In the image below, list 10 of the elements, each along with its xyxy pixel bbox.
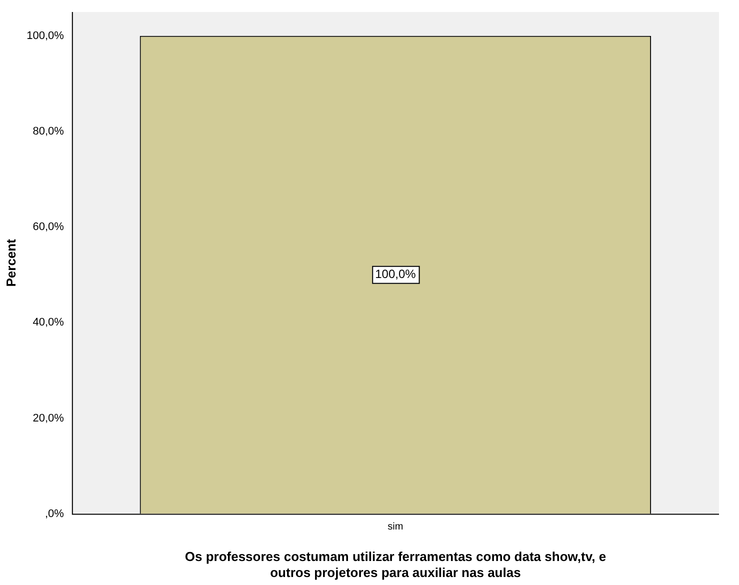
y-axis-title: Percent	[3, 238, 18, 287]
y-tick-label: 20,0%	[32, 412, 64, 424]
data-label: 100,0%	[375, 267, 416, 282]
x-tick-label: sim	[388, 522, 404, 533]
y-tick-label: 40,0%	[32, 316, 64, 329]
x-axis-title: Os professores costumam utilizar ferramentas como data show,tv, e outros projetores para auxiliar nas aulas	[184, 549, 606, 580]
y-tick-label: 80,0%	[32, 126, 64, 138]
y-tick-label: 100,0%	[26, 30, 64, 42]
y-tick-label: 60,0%	[32, 221, 64, 234]
y-tick-label: ,0%	[44, 508, 64, 520]
